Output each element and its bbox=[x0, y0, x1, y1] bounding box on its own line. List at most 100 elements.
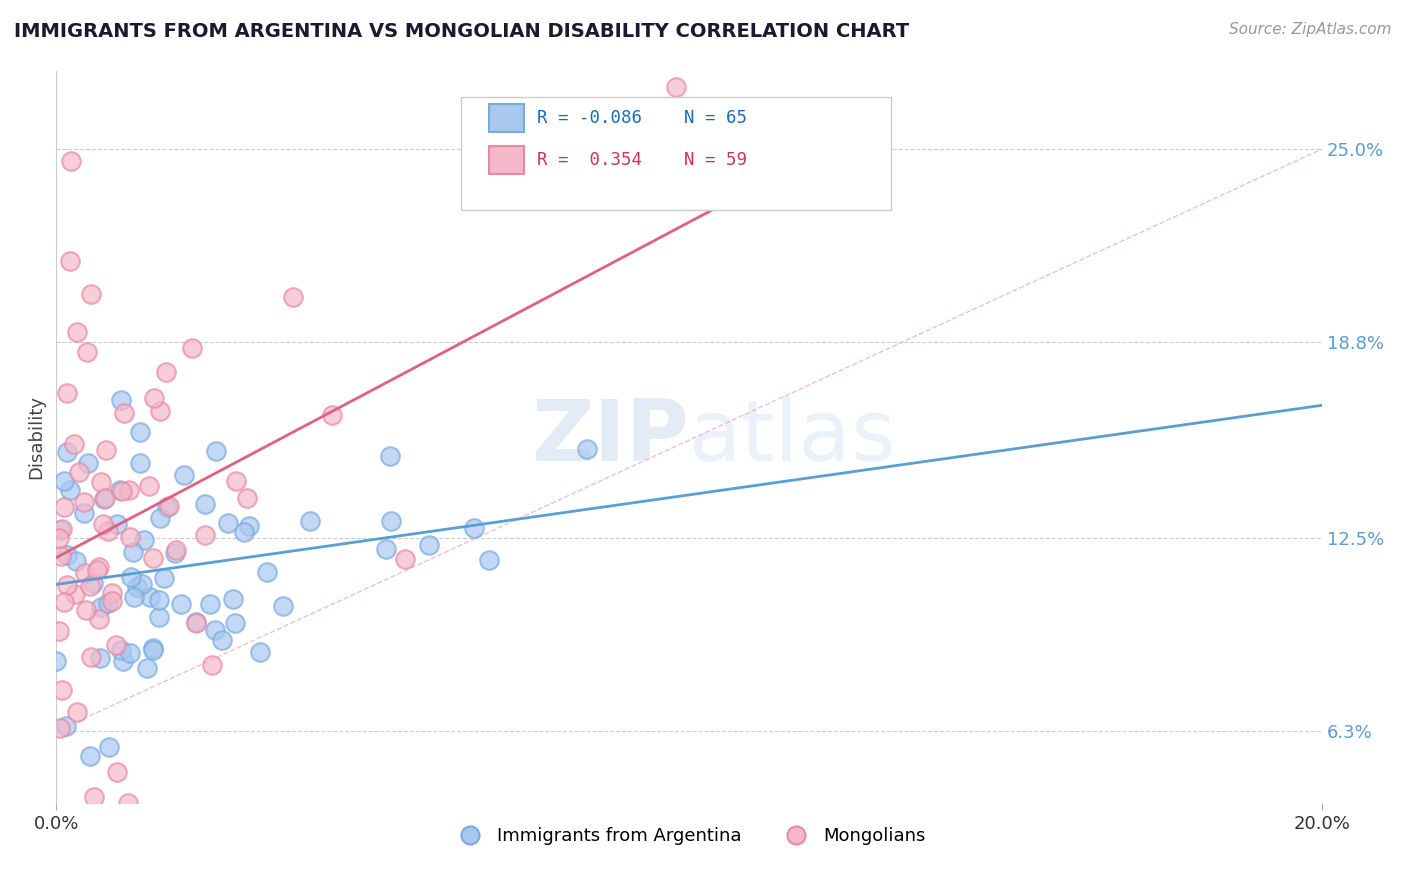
Point bbox=[463, 521, 485, 535]
Point bbox=[80, 650, 103, 665]
Point bbox=[49, 721, 72, 735]
Point bbox=[394, 551, 416, 566]
Point bbox=[111, 484, 134, 499]
Bar bbox=[489, 104, 524, 132]
Point bbox=[378, 449, 401, 463]
Point bbox=[89, 475, 111, 489]
Text: R = -0.086    N = 65: R = -0.086 N = 65 bbox=[537, 109, 747, 128]
Point bbox=[233, 524, 256, 539]
Point bbox=[66, 325, 89, 339]
FancyBboxPatch shape bbox=[461, 97, 891, 211]
Point bbox=[321, 408, 343, 422]
Point bbox=[53, 500, 76, 515]
Point bbox=[225, 475, 247, 489]
Point bbox=[89, 650, 111, 665]
Point bbox=[89, 559, 111, 574]
Point bbox=[576, 442, 599, 456]
Point bbox=[163, 546, 186, 560]
Point bbox=[108, 483, 131, 498]
Point bbox=[149, 404, 172, 418]
Point bbox=[48, 532, 70, 546]
Point bbox=[79, 749, 101, 764]
Point bbox=[77, 456, 100, 470]
Text: ZIP: ZIP bbox=[531, 395, 689, 479]
Text: R =  0.354    N = 59: R = 0.354 N = 59 bbox=[537, 151, 747, 169]
Point bbox=[380, 514, 402, 528]
Point bbox=[139, 591, 162, 605]
Point bbox=[205, 444, 228, 458]
Point bbox=[131, 577, 153, 591]
Point bbox=[56, 445, 79, 459]
Point bbox=[194, 528, 217, 542]
Point bbox=[256, 565, 278, 579]
Point bbox=[249, 645, 271, 659]
Point bbox=[118, 483, 141, 497]
Point bbox=[59, 154, 82, 169]
Text: Source: ZipAtlas.com: Source: ZipAtlas.com bbox=[1229, 22, 1392, 37]
Point bbox=[112, 406, 135, 420]
Point bbox=[201, 658, 224, 673]
Point bbox=[271, 599, 294, 613]
Point bbox=[170, 597, 193, 611]
Point bbox=[222, 592, 245, 607]
Point bbox=[94, 442, 117, 457]
Point bbox=[217, 516, 239, 530]
Point bbox=[120, 569, 142, 583]
Point bbox=[52, 475, 75, 489]
Point bbox=[63, 587, 86, 601]
Point bbox=[375, 541, 398, 556]
Point bbox=[97, 739, 120, 754]
Point bbox=[110, 392, 132, 407]
Point bbox=[118, 530, 141, 544]
Point bbox=[91, 517, 114, 532]
Point bbox=[194, 497, 217, 511]
Point bbox=[211, 632, 233, 647]
Point bbox=[283, 290, 305, 304]
Point bbox=[67, 465, 90, 479]
Point bbox=[56, 578, 79, 592]
Point bbox=[62, 437, 84, 451]
Point bbox=[72, 494, 94, 508]
Point bbox=[94, 491, 117, 505]
Point bbox=[105, 516, 128, 531]
Text: IMMIGRANTS FROM ARGENTINA VS MONGOLIAN DISABILITY CORRELATION CHART: IMMIGRANTS FROM ARGENTINA VS MONGOLIAN D… bbox=[14, 22, 910, 41]
Point bbox=[110, 642, 132, 657]
Point bbox=[180, 341, 202, 355]
Bar bbox=[489, 146, 524, 174]
Point bbox=[238, 519, 260, 533]
Point bbox=[75, 603, 97, 617]
Point bbox=[478, 553, 501, 567]
Point bbox=[59, 253, 82, 268]
Point bbox=[121, 545, 143, 559]
Point bbox=[45, 654, 67, 668]
Point bbox=[73, 507, 96, 521]
Point bbox=[51, 522, 73, 536]
Point bbox=[56, 386, 79, 401]
Point bbox=[149, 510, 172, 524]
Point bbox=[186, 615, 208, 630]
Point bbox=[111, 654, 134, 668]
Point bbox=[51, 683, 73, 698]
Point bbox=[148, 592, 170, 607]
Point bbox=[90, 600, 112, 615]
Point bbox=[204, 623, 226, 637]
Point bbox=[156, 500, 179, 514]
Point bbox=[53, 594, 76, 608]
Point bbox=[117, 796, 139, 810]
Point bbox=[125, 581, 148, 595]
Point bbox=[165, 543, 187, 558]
Legend: Immigrants from Argentina, Mongolians: Immigrants from Argentina, Mongolians bbox=[446, 820, 932, 852]
Point bbox=[101, 586, 124, 600]
Point bbox=[66, 705, 89, 719]
Point bbox=[155, 365, 177, 379]
Point bbox=[418, 538, 440, 552]
Point bbox=[665, 79, 688, 94]
Point bbox=[55, 548, 77, 562]
Point bbox=[224, 616, 246, 631]
Point bbox=[122, 590, 145, 604]
Point bbox=[75, 566, 97, 581]
Point bbox=[79, 578, 101, 592]
Point bbox=[55, 719, 77, 733]
Point bbox=[80, 286, 103, 301]
Point bbox=[173, 467, 195, 482]
